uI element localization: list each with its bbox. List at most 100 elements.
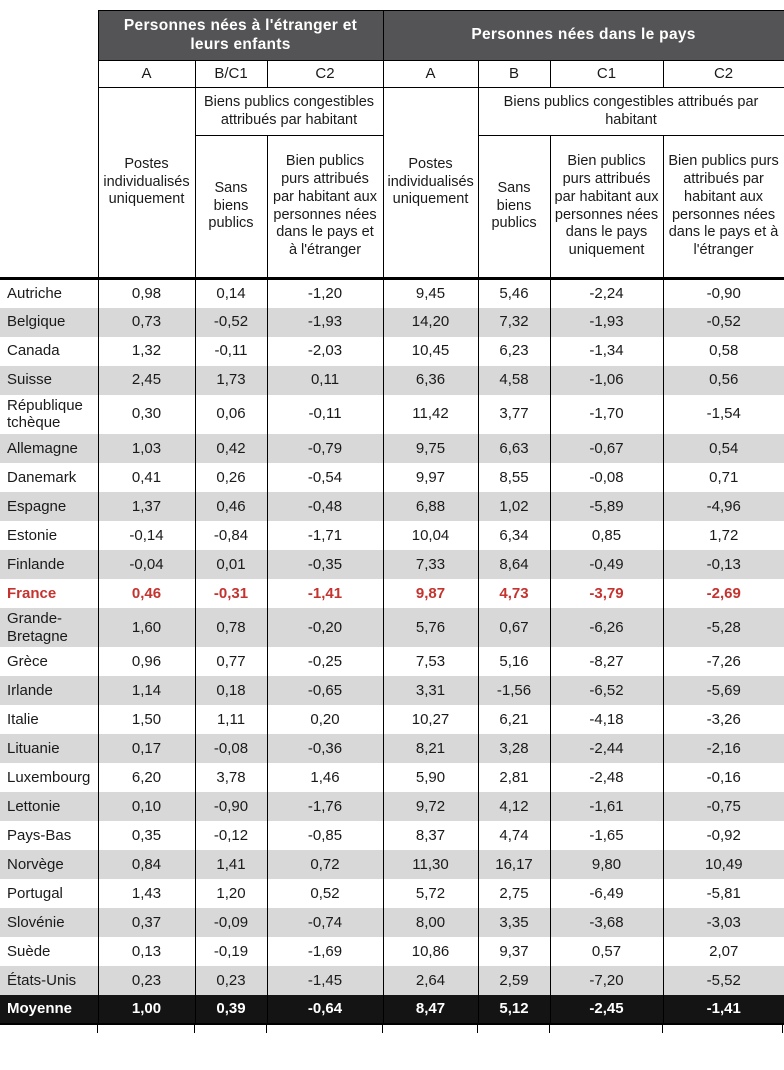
value-cell: -0,08 (194, 734, 267, 764)
value-cell: 1,41 (194, 850, 267, 880)
value-cell: -0,85 (266, 821, 384, 851)
value-cell: -6,49 (549, 879, 664, 909)
value-cell: 0,06 (194, 394, 267, 434)
country-cell: Slovénie (7, 913, 65, 931)
document-page: Personnes nées à l'étranger et leurs enf… (0, 10, 784, 1034)
table-row: Suède 0,13 -0,19 -1,69 10,86 9,37 0,57 2… (0, 937, 784, 967)
value-cell: -0,35 (266, 549, 384, 579)
value-cell: -2,24 (549, 278, 664, 308)
value-cell: -0,20 (266, 607, 384, 648)
subheader-purs-uniquement-right: Bien publics purs attribués par habitant… (549, 135, 664, 280)
value-cell: 0,10 (97, 792, 195, 822)
table-row: Estonie -0,14 -0,84 -1,71 10,04 6,34 0,8… (0, 520, 784, 550)
value-cell: 4,74 (477, 821, 551, 851)
value-cell: 6,21 (477, 705, 551, 735)
value-cell: 0,84 (97, 850, 195, 880)
value-cell: -1,54 (662, 394, 784, 434)
table-row: Espagne 1,37 0,46 -0,48 6,88 1,02 -5,89 … (0, 491, 784, 521)
table-row: Belgique 0,73 -0,52 -1,93 14,20 7,32 -1,… (0, 307, 784, 337)
value-cell: -5,89 (549, 491, 664, 521)
value-cell: -1,56 (477, 676, 551, 706)
group-header-native-born: Personnes nées dans le pays (382, 10, 784, 61)
value-cell: 4,12 (477, 792, 551, 822)
value-cell: -0,36 (266, 734, 384, 764)
value-cell: 9,87 (382, 578, 479, 608)
value-cell: 2,07 (662, 937, 784, 967)
value-cell: -1,76 (266, 792, 384, 822)
value-cell: -3,03 (662, 908, 784, 938)
value-cell: 3,28 (477, 734, 551, 764)
table-row: France 0,46 -0,31 -1,41 9,87 4,73 -3,79 … (0, 578, 784, 608)
country-cell: Grande-Bretagne (7, 609, 68, 645)
subheader-purs-etranger-left: Bien publics purs attribués par habitant… (266, 135, 384, 280)
value-cell: 5,76 (382, 607, 479, 648)
country-cell: Autriche (7, 284, 63, 302)
value-cell: -7,26 (662, 647, 784, 677)
country-cell: Luxembourg (7, 768, 91, 786)
subheader-congestibles-left: Biens publics congestibles attribués par… (194, 87, 384, 136)
code-header-c2-left: C2 (266, 60, 384, 88)
value-cell: 0,17 (97, 734, 195, 764)
value-cell: 2,45 (97, 365, 195, 395)
table-row: Danemark 0,41 0,26 -0,54 9,97 8,55 -0,08… (0, 462, 784, 492)
value-cell: -5,52 (662, 966, 784, 996)
value-cell: 3,35 (477, 908, 551, 938)
code-header-c2-right: C2 (662, 60, 784, 88)
country-cell: République tchèque (7, 396, 83, 432)
table-row: Italie 1,50 1,11 0,20 10,27 6,21 -4,18 -… (0, 705, 784, 735)
value-cell: 5,72 (382, 879, 479, 909)
value-cell: 0,42 (194, 433, 267, 463)
value-cell: -0,14 (97, 520, 195, 550)
value-cell: -5,81 (662, 879, 784, 909)
table-row: Lettonie 0,10 -0,90 -1,76 9,72 4,12 -1,6… (0, 792, 784, 822)
value-cell: 6,34 (477, 520, 551, 550)
table-footer: Moyenne 1,00 0,39 -0,64 8,47 5,12 -2,45 … (0, 995, 784, 1026)
table-row: Finlande -0,04 0,01 -0,35 7,33 8,64 -0,4… (0, 549, 784, 579)
value-cell: 0,78 (194, 607, 267, 648)
value-cell: 10,86 (382, 937, 479, 967)
value-cell: -0,19 (194, 937, 267, 967)
value-cell: 2,75 (477, 879, 551, 909)
value-cell: -2,44 (549, 734, 664, 764)
value-cell: -6,26 (549, 607, 664, 648)
average-value: -2,45 (549, 995, 664, 1026)
value-cell: 1,14 (97, 676, 195, 706)
average-row: Moyenne 1,00 0,39 -0,64 8,47 5,12 -2,45 … (0, 995, 784, 1026)
value-cell: 6,36 (382, 365, 479, 395)
value-cell: -0,75 (662, 792, 784, 822)
table-row: Pays-Bas 0,35 -0,12 -0,85 8,37 4,74 -1,6… (0, 821, 784, 851)
table-row: Norvège 0,84 1,41 0,72 11,30 16,17 9,80 … (0, 850, 784, 880)
value-cell: -0,90 (194, 792, 267, 822)
country-cell: Espagne (7, 497, 67, 515)
value-cell: -0,54 (266, 462, 384, 492)
value-cell: 1,11 (194, 705, 267, 735)
value-cell: 11,42 (382, 394, 479, 434)
value-cell: -3,68 (549, 908, 664, 938)
table-row: Autriche 0,98 0,14 -1,20 9,45 5,46 -2,24… (0, 278, 784, 308)
value-cell: 0,58 (662, 336, 784, 366)
value-cell: -0,12 (194, 821, 267, 851)
value-cell: 0,35 (97, 821, 195, 851)
value-cell: 0,72 (266, 850, 384, 880)
value-cell: 0,46 (194, 491, 267, 521)
value-cell: -4,18 (549, 705, 664, 735)
value-cell: -0,92 (662, 821, 784, 851)
value-cell: 1,03 (97, 433, 195, 463)
table-row: Luxembourg 6,20 3,78 1,46 5,90 2,81 -2,4… (0, 763, 784, 793)
value-cell: 0,37 (97, 908, 195, 938)
value-cell: -8,27 (549, 647, 664, 677)
table-row: République tchèque 0,30 0,06 -0,11 11,42… (0, 394, 784, 434)
value-cell: 1,50 (97, 705, 195, 735)
value-cell: -1,93 (549, 307, 664, 337)
value-cell: 1,02 (477, 491, 551, 521)
country-cell: Italie (7, 710, 39, 728)
value-cell: 7,53 (382, 647, 479, 677)
average-value: 1,00 (97, 995, 195, 1026)
value-cell: 10,45 (382, 336, 479, 366)
country-cell: Suisse (7, 371, 53, 389)
value-cell: 3,31 (382, 676, 479, 706)
value-cell: -6,52 (549, 676, 664, 706)
subheader-sans-biens-right: Sans biens publics (477, 135, 551, 280)
value-cell: -0,49 (549, 549, 664, 579)
average-value: 0,39 (194, 995, 267, 1026)
